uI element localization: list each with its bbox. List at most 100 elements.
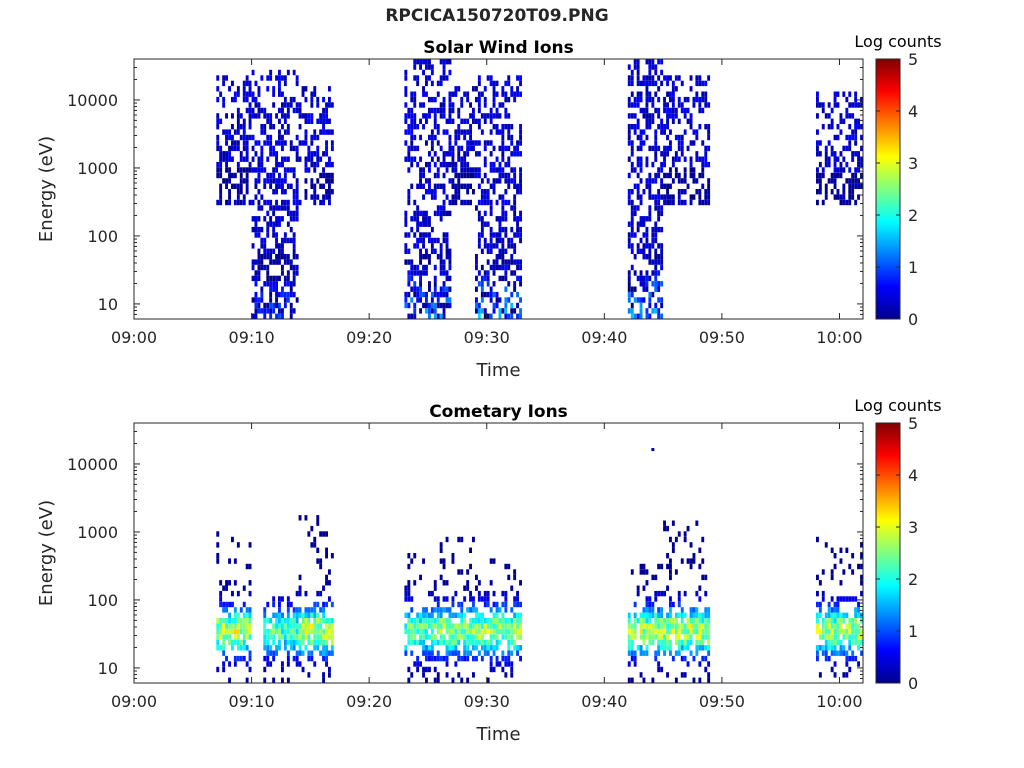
heatmap-cell <box>480 113 484 119</box>
heatmap-cell <box>695 645 699 651</box>
heatmap-cell <box>660 69 664 76</box>
heatmap-cell <box>263 645 267 651</box>
heatmap-cell <box>233 618 237 624</box>
heatmap-cell <box>407 585 411 591</box>
heatmap-cell <box>816 199 819 206</box>
heatmap-cell <box>404 297 408 303</box>
heatmap-cell <box>630 286 634 292</box>
heatmap-cell <box>460 167 464 173</box>
heatmap-cell <box>657 107 661 114</box>
heatmap-cell <box>489 297 493 303</box>
heatmap-cell <box>245 156 249 162</box>
heatmap-cell <box>519 172 522 179</box>
heatmap-cell <box>642 189 646 195</box>
heatmap-cell <box>818 672 822 678</box>
heatmap-cell <box>222 634 226 640</box>
heatmap-cell <box>683 639 687 646</box>
heatmap-cell <box>425 666 428 673</box>
heatmap-cell <box>816 650 819 656</box>
heatmap-cell <box>857 118 860 124</box>
heatmap-cell <box>648 210 652 217</box>
heatmap-cell <box>657 96 661 103</box>
heatmap-cell <box>242 86 246 92</box>
heatmap-cell <box>445 194 449 200</box>
heatmap-cell <box>692 178 696 184</box>
heatmap-cell <box>301 113 305 119</box>
heatmap-cell <box>422 216 425 222</box>
heatmap-cell <box>816 536 819 543</box>
heatmap-cell <box>648 205 652 211</box>
heatmap-cell <box>698 612 702 618</box>
heatmap-cell <box>275 140 278 146</box>
heatmap-cell <box>477 172 481 179</box>
heatmap-cell <box>233 661 237 667</box>
heatmap-cell <box>225 607 228 613</box>
heatmap-cell <box>519 189 522 195</box>
heatmap-cell <box>425 302 428 309</box>
heatmap-cell <box>627 270 631 276</box>
heatmap-cell <box>477 308 481 314</box>
heatmap-cell <box>645 91 649 97</box>
heatmap-cell <box>498 226 502 233</box>
heatmap-cell <box>433 118 437 124</box>
heatmap-cell <box>245 677 249 683</box>
heatmap-cell <box>286 297 290 303</box>
heatmap-cell <box>633 167 637 173</box>
heatmap-cell <box>281 661 284 667</box>
heatmap-cell <box>245 172 249 179</box>
heatmap-cell <box>283 291 287 298</box>
heatmap-cell <box>680 655 684 662</box>
heatmap-cell <box>463 655 467 662</box>
heatmap-cell <box>848 167 852 173</box>
heatmap-cell <box>504 145 508 152</box>
heatmap-cell <box>845 623 849 629</box>
heatmap-cell <box>313 189 317 195</box>
heatmap-cell <box>513 574 517 581</box>
heatmap-cell <box>404 129 408 135</box>
heatmap-cell <box>630 634 634 640</box>
heatmap-cell <box>483 237 487 244</box>
heatmap-cell <box>295 612 299 618</box>
heatmap-cell <box>645 107 649 114</box>
heatmap-cell <box>845 612 849 618</box>
heatmap-cell <box>466 199 470 206</box>
heatmap-cell <box>648 124 652 130</box>
heatmap-cell <box>286 270 290 276</box>
heatmap-cell <box>510 308 514 314</box>
heatmap-cell <box>660 302 664 309</box>
heatmap-cell <box>281 216 284 222</box>
heatmap-cell <box>248 666 252 673</box>
heatmap-cell <box>695 96 699 103</box>
heatmap-cell <box>636 275 640 282</box>
heatmap-cell <box>695 590 699 597</box>
heatmap-cell <box>216 199 220 206</box>
heatmap-cell <box>495 645 499 651</box>
heatmap-cell <box>654 64 658 70</box>
heatmap-cell <box>507 80 511 87</box>
heatmap-cell <box>827 618 831 624</box>
heatmap-cell <box>301 650 305 656</box>
heatmap-cell <box>454 140 458 146</box>
heatmap-cell <box>475 607 478 613</box>
heatmap-cell <box>430 69 434 76</box>
heatmap-cell <box>513 281 517 287</box>
heatmap-cell <box>680 639 684 646</box>
heatmap-cell <box>278 75 281 81</box>
heatmap-cell <box>689 124 693 130</box>
heatmap-cell <box>275 297 278 303</box>
heatmap-cell <box>433 107 437 114</box>
heatmap-cell <box>278 645 281 651</box>
heatmap-cell <box>475 205 478 211</box>
heatmap-cell <box>463 172 467 179</box>
heatmap-cell <box>310 542 314 548</box>
heatmap-cell <box>507 661 511 667</box>
heatmap-cell <box>260 145 264 152</box>
heatmap-cell <box>504 264 508 271</box>
heatmap-cell <box>448 254 452 260</box>
heatmap-cell <box>313 167 317 173</box>
heatmap-cell <box>651 628 655 635</box>
heatmap-cell <box>669 199 672 206</box>
x-axis-label: Time <box>475 360 520 381</box>
heatmap-cell <box>654 248 658 254</box>
heatmap-cell <box>216 134 220 141</box>
